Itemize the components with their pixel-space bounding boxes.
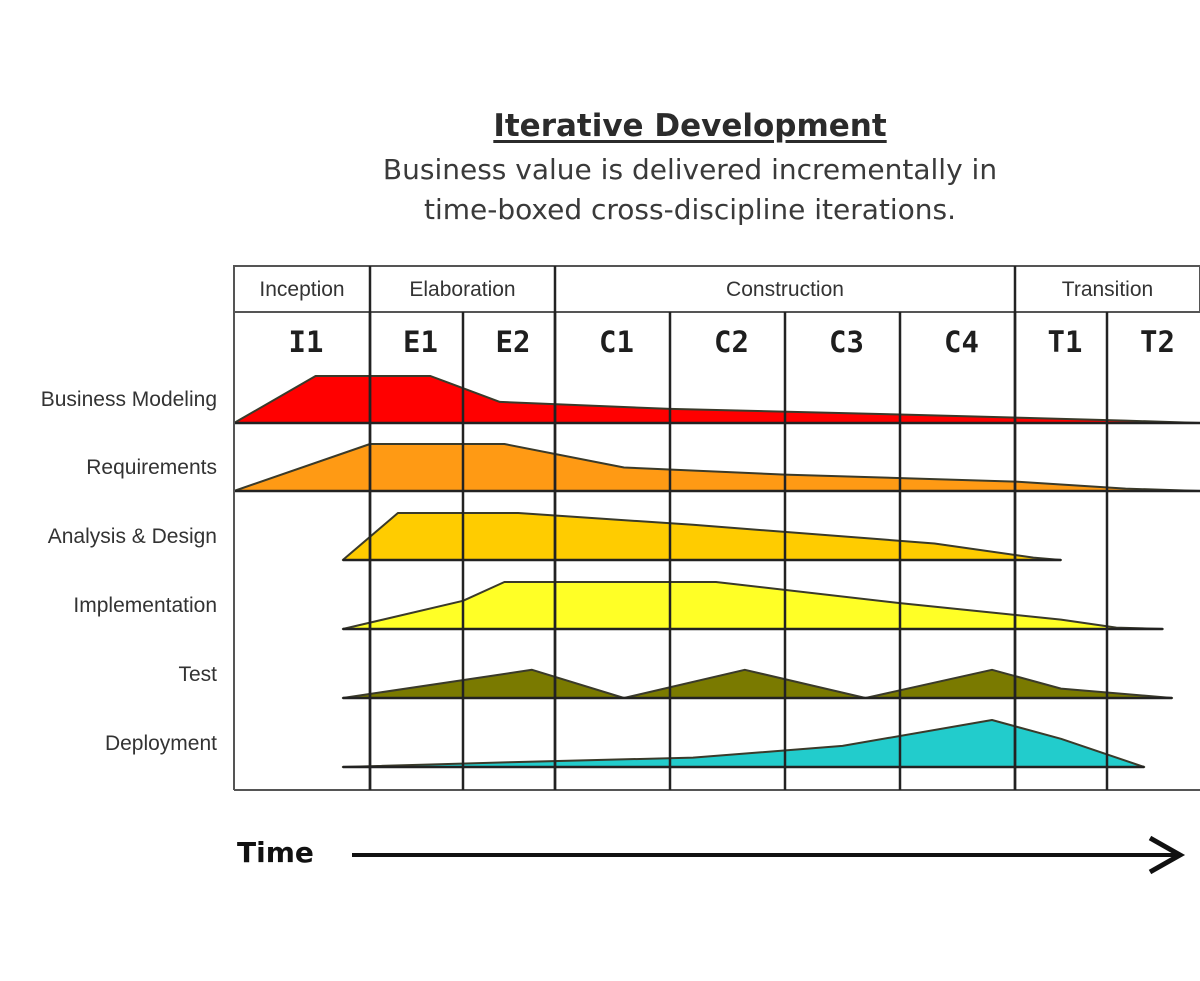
iteration-label: C3 [829,325,864,359]
discipline-label: Deployment [105,732,217,755]
diagram-subtitle: Business value is delivered incrementall… [330,150,1050,230]
discipline-label: Business Modeling [41,388,217,411]
discipline-profile [341,581,1164,630]
discipline-label: Implementation [73,594,217,617]
iteration-label: C1 [599,325,634,359]
discipline-profile [341,719,1146,768]
phase-label: Inception [259,278,344,301]
phase-label: Construction [726,278,844,301]
phase-label: Elaboration [409,278,515,301]
discipline-label: Requirements [86,456,217,479]
discipline-profile [233,443,1200,492]
discipline-profile [341,668,1174,699]
iteration-label: C2 [714,325,749,359]
iteration-label: T2 [1140,325,1175,359]
discipline-profile [341,512,1062,561]
diagram-title: Iterative Development [493,108,887,144]
discipline-label: Test [178,663,217,686]
subtitle-line: time-boxed cross-discipline iterations. [423,193,956,226]
phase-label: Transition [1062,278,1153,301]
discipline-profile [233,375,1200,424]
iteration-label: E2 [496,325,531,359]
iteration-label: T1 [1048,325,1083,359]
time-arrow-head [1148,835,1186,875]
subtitle-line: Business value is delivered incrementall… [382,153,998,186]
discipline-label: Analysis & Design [48,525,217,548]
iteration-label: I1 [289,325,324,359]
iteration-label: C4 [944,325,979,359]
iteration-label: E1 [403,325,438,359]
time-label: Time [237,836,314,869]
